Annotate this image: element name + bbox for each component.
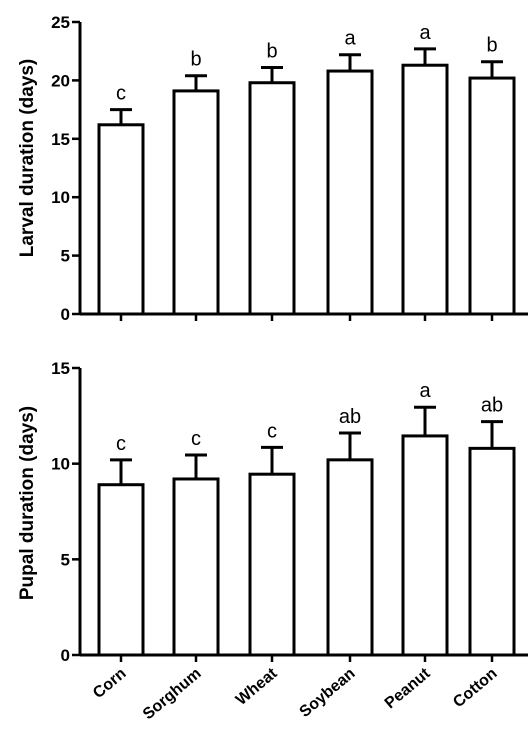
y-tick-label: 0 bbox=[61, 305, 70, 324]
x-category-label: Cotton bbox=[450, 665, 500, 711]
significance-label: a bbox=[419, 22, 431, 44]
panel-1: 0 5 10 15 20 25 Larval duration (days) c b b a a b bbox=[17, 13, 528, 324]
y-tick-label: 0 bbox=[61, 646, 70, 665]
significance-label: c bbox=[191, 428, 201, 450]
y-axis-title: Larval duration (days) bbox=[17, 59, 38, 258]
bar-peanut bbox=[401, 63, 449, 316]
bar-wheat bbox=[248, 472, 296, 657]
y-tick-label: 5 bbox=[61, 247, 70, 266]
significance-label: ab bbox=[339, 406, 361, 428]
bar-corn bbox=[97, 483, 145, 657]
significance-label: a bbox=[419, 380, 431, 402]
x-category-label: Peanut bbox=[382, 665, 434, 713]
bar-cotton bbox=[468, 76, 516, 316]
bar-sorghum bbox=[172, 89, 220, 316]
y-tick-label: 10 bbox=[51, 188, 70, 207]
y-tick-label: 15 bbox=[51, 130, 70, 149]
y-tick-label: 25 bbox=[51, 13, 70, 32]
bar-corn bbox=[97, 123, 145, 316]
y-tick-label: 15 bbox=[51, 359, 70, 378]
bar-cotton bbox=[468, 446, 516, 657]
significance-label: c bbox=[116, 83, 126, 105]
bar-soybean bbox=[326, 69, 374, 316]
significance-label: c bbox=[116, 433, 126, 455]
y-tick-label: 5 bbox=[61, 550, 70, 569]
significance-label: a bbox=[344, 28, 356, 50]
panel-2: 0 5 10 15 Pupal duration (days) c Corn c Sorghum… bbox=[17, 359, 528, 723]
bar-soybean bbox=[326, 458, 374, 657]
bar-sorghum bbox=[172, 477, 220, 657]
y-tick-label: 20 bbox=[51, 71, 70, 90]
significance-label: b bbox=[266, 41, 277, 63]
x-category-label: Corn bbox=[90, 665, 130, 702]
y-axis-title: Pupal duration (days) bbox=[17, 406, 38, 600]
bar-peanut bbox=[401, 434, 449, 657]
significance-label: b bbox=[190, 49, 201, 71]
significance-label: c bbox=[267, 420, 277, 442]
x-category-label: Sorghum bbox=[140, 665, 205, 723]
x-category-label: Wheat bbox=[233, 665, 281, 709]
significance-label: ab bbox=[481, 395, 503, 417]
significance-label: b bbox=[486, 35, 497, 57]
x-category-label: Soybean bbox=[297, 665, 359, 721]
bar-wheat bbox=[248, 81, 296, 316]
y-tick-label: 10 bbox=[51, 455, 70, 474]
